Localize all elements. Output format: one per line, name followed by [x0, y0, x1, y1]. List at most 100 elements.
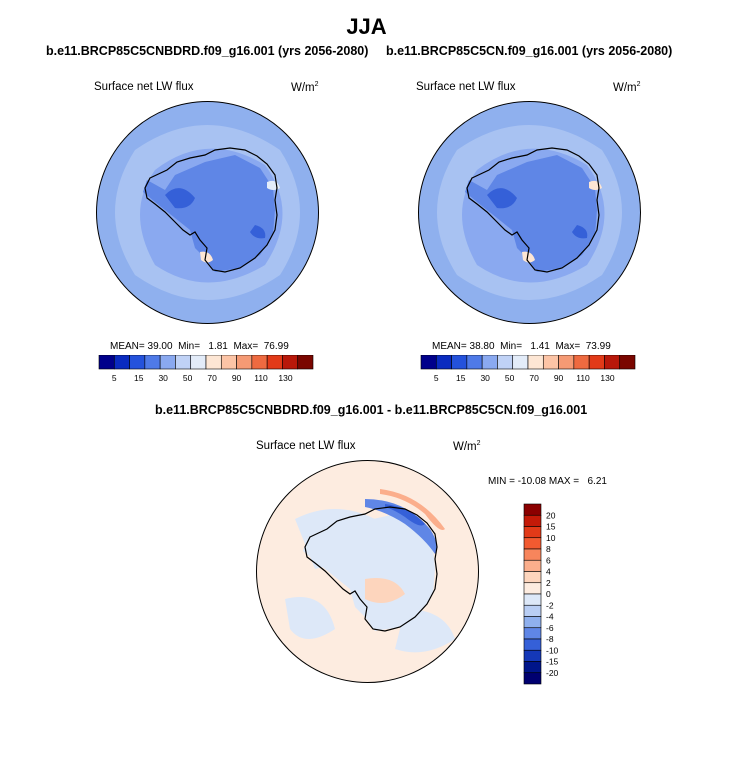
- map-coastline: [466, 147, 600, 273]
- colorbar-box: [266, 355, 283, 370]
- panel1-units: W/m2: [291, 81, 319, 94]
- colorbar-box: [523, 559, 542, 572]
- colorbar-tick-label: -10: [546, 645, 559, 655]
- colorbar-tick-label: 70: [207, 373, 217, 383]
- colorbar-tick-label: -6: [546, 623, 554, 633]
- colorbar-box: [523, 672, 542, 685]
- colorbar-box: [619, 355, 636, 370]
- colorbar-box: [523, 661, 542, 674]
- colorbar-box: [558, 355, 575, 370]
- colorbar-box: [220, 355, 237, 370]
- map-dark-patch: [250, 225, 266, 239]
- panel2-stats: MEAN= 38.80 Min= 1.41 Max= 73.99: [432, 341, 611, 352]
- colorbar-tick-label: 30: [480, 373, 490, 383]
- map-diff: [256, 460, 479, 683]
- colorbar-box: [523, 503, 542, 516]
- colorbar-box: [523, 537, 542, 550]
- colorbar-tick-label: 5: [112, 373, 117, 383]
- map-dark-patch: [487, 188, 517, 209]
- colorbar-box: [523, 627, 542, 640]
- colorbar-tick-label: 90: [554, 373, 564, 383]
- colorbar-box: [523, 649, 542, 662]
- panel1-case-title: b.e11.BRCP85C5CNBDRD.f09_g16.001 (yrs 20…: [46, 44, 369, 58]
- colorbar-panel1: 5 15 30 50 70 90 110 130: [98, 355, 314, 383]
- colorbar-box: [523, 526, 542, 539]
- map-border: [96, 101, 319, 324]
- map-blue-core: [385, 504, 425, 526]
- colorbar-box: [523, 593, 542, 606]
- colorbar-tick-label: 8: [546, 544, 551, 554]
- colorbar-box: [98, 355, 115, 370]
- map-warm-patch: [365, 578, 405, 603]
- colorbar-box: [466, 355, 483, 370]
- colorbar-box: [113, 355, 130, 370]
- colorbar-box: [523, 514, 542, 527]
- colorbar-box: [236, 355, 253, 370]
- colorbar-tick-label: 6: [546, 555, 551, 565]
- colorbar-box: [144, 355, 161, 370]
- map-red-band: [380, 489, 445, 530]
- map-continent-fill: [143, 155, 275, 272]
- colorbar-box: [512, 355, 529, 370]
- colorbar-box: [497, 355, 514, 370]
- colorbar-tick-label: 15: [546, 522, 556, 532]
- colorbar-box: [282, 355, 299, 370]
- colorbar-tick-label: 30: [158, 373, 168, 383]
- colorbar-box: [251, 355, 268, 370]
- colorbar-box: [297, 355, 314, 370]
- map-warm-patch: [522, 251, 535, 263]
- map-continent-fill: [465, 155, 597, 272]
- map-panel2: [418, 101, 641, 324]
- colorbar-box: [175, 355, 192, 370]
- map-coastline: [304, 506, 438, 632]
- diff-units: W/m2: [453, 440, 481, 453]
- colorbar-tick-label: 0: [546, 589, 551, 599]
- colorbar-box: [542, 355, 559, 370]
- colorbar-tick-label: 70: [529, 373, 539, 383]
- colorbar-tick-label: -8: [546, 634, 554, 644]
- colorbar-tick-label: 5: [434, 373, 439, 383]
- panel2-case-title: b.e11.BRCP85C5CN.f09_g16.001 (yrs 2056-2…: [386, 44, 673, 58]
- colorbar-box: [604, 355, 621, 370]
- map-neutral-patch: [285, 597, 335, 639]
- colorbar-box: [523, 571, 542, 584]
- colorbar-tick-label: 130: [278, 373, 292, 383]
- colorbar-box: [523, 604, 542, 617]
- map-dark-patch: [165, 188, 195, 209]
- colorbar-box: [451, 355, 468, 370]
- panel2-units: W/m2: [613, 81, 641, 94]
- colorbar-box: [159, 355, 176, 370]
- map-border: [418, 101, 641, 324]
- colorbar-tick-label: 4: [546, 567, 551, 577]
- diff-title: b.e11.BRCP85C5CNBDRD.f09_g16.001 - b.e11…: [155, 403, 588, 417]
- colorbar-box: [129, 355, 146, 370]
- colorbar-tick-label: 20: [546, 510, 556, 520]
- colorbar-tick-label: 110: [576, 373, 590, 383]
- colorbar-tick-label: 130: [600, 373, 614, 383]
- colorbar-tick-label: -4: [546, 612, 554, 622]
- panel2-variable-label: Surface net LW flux: [416, 81, 516, 93]
- map-warm-patch: [200, 251, 213, 263]
- colorbar-tick-label: -2: [546, 600, 554, 610]
- colorbar-tick-label: 50: [505, 373, 515, 383]
- colorbar-tick-label: 50: [183, 373, 193, 383]
- colorbar-box: [190, 355, 207, 370]
- colorbar-box: [523, 582, 542, 595]
- map-border: [256, 460, 479, 683]
- colorbar-box: [527, 355, 544, 370]
- colorbar-box: [481, 355, 498, 370]
- colorbar-tick-label: 2: [546, 578, 551, 588]
- panel1-stats: MEAN= 39.00 Min= 1.81 Max= 76.99: [110, 341, 289, 352]
- colorbar-tick-label: 15: [134, 373, 144, 383]
- panel1-variable-label: Surface net LW flux: [94, 81, 194, 93]
- colorbar-box: [420, 355, 437, 370]
- colorbar-tick-label: 15: [456, 373, 466, 383]
- colorbar-box: [573, 355, 590, 370]
- colorbar-box: [523, 548, 542, 561]
- colorbar-tick-label: -20: [546, 668, 559, 678]
- map-continent-fill: [303, 514, 435, 631]
- map-coastline: [144, 147, 278, 273]
- main-title: JJA: [346, 14, 387, 39]
- colorbar-box: [588, 355, 605, 370]
